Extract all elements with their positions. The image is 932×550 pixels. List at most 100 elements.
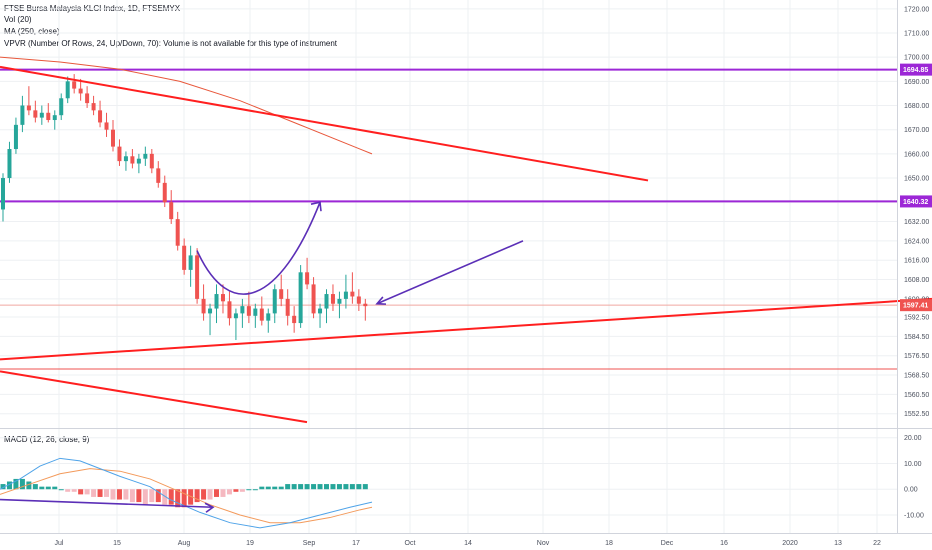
macd-histogram-bar — [201, 489, 207, 500]
candle-body — [220, 294, 225, 302]
macd-pane — [0, 437, 897, 529]
macd-histogram-bar — [233, 489, 239, 492]
time-tick-label: 14 — [464, 540, 472, 547]
time-tick-label: 18 — [605, 540, 613, 547]
macd-histogram-bar — [311, 484, 317, 490]
price-tick-label: 1616.00 — [904, 258, 929, 265]
macd-histogram-bar — [168, 489, 174, 505]
candle-body — [85, 93, 90, 104]
candle-body — [65, 81, 70, 99]
moving-average-path — [0, 56, 373, 155]
candle-body — [33, 110, 38, 118]
price-tick-label: 1568.50 — [904, 373, 929, 380]
price-tick-label: 1650.00 — [904, 176, 929, 183]
macd-histogram-bar — [181, 489, 187, 508]
macd-histogram-bar — [252, 489, 258, 491]
time-tick-label: 2020 — [782, 540, 798, 547]
macd-histogram-bar — [175, 489, 181, 508]
price-tick-label: 1624.00 — [904, 238, 929, 245]
price-tick-label: 1660.00 — [904, 151, 929, 158]
grid-lines — [0, 0, 897, 533]
macd-histogram-bar — [97, 489, 103, 497]
candle-body — [175, 219, 180, 246]
straight-arrow — [376, 240, 524, 305]
candlestick-series — [1, 74, 368, 340]
moving-average-label[interactable]: MA (250, close) — [4, 27, 60, 36]
price-tick-label: 1584.50 — [904, 334, 929, 341]
macd-histogram-bar — [162, 489, 168, 505]
candle-body — [356, 296, 361, 304]
macd-histogram-bar — [52, 486, 58, 490]
macd-histogram-bar — [317, 484, 323, 490]
macd-histogram-bar — [39, 486, 45, 490]
time-tick-label: Oct — [405, 540, 416, 547]
drawn-annotations[interactable] — [196, 201, 524, 305]
candle-body — [149, 153, 154, 169]
time-tick-label: Aug — [178, 540, 191, 547]
straight-arrow-head — [375, 296, 387, 305]
macd-histogram-bar — [207, 489, 213, 500]
candle-body — [169, 202, 174, 220]
macd-histogram-bar — [6, 481, 12, 490]
macd-histogram-bar — [362, 484, 368, 490]
time-tick-label: 16 — [720, 540, 728, 547]
candle-body — [318, 308, 323, 314]
macd-histogram-bar — [336, 484, 342, 490]
macd-histogram-bar — [13, 478, 19, 490]
macd-histogram-bar — [84, 489, 90, 495]
macd-histogram-bar — [214, 489, 220, 497]
candle-body — [330, 294, 335, 304]
price-tick-label: 1560.50 — [904, 392, 929, 399]
time-tick-label: 17 — [352, 540, 360, 547]
candle-body — [130, 156, 135, 164]
horizontal-levels[interactable] — [0, 68, 897, 370]
curved-arrow — [196, 201, 321, 295]
moving-average-line — [0, 56, 373, 155]
macd-tick-label: 10.00 — [904, 461, 922, 468]
trendline — [0, 297, 932, 361]
price-tick-label: 1576.50 — [904, 353, 929, 360]
macd-histogram-bar — [136, 489, 142, 503]
macd-histogram-bar — [226, 489, 232, 495]
macd-histogram-bar — [91, 489, 97, 497]
macd-indicator-label[interactable]: MACD (12, 26, close, 9) — [4, 435, 90, 444]
trendlines[interactable] — [0, 65, 932, 424]
candle-body — [104, 122, 109, 130]
macd-histogram-bar — [65, 489, 71, 492]
macd-histogram-bar — [110, 489, 116, 500]
price-tick-label: 1690.00 — [904, 79, 929, 86]
candle-body — [343, 291, 348, 299]
price-tick-label: 1608.00 — [904, 277, 929, 284]
trendline — [0, 65, 649, 182]
macd-histogram-bar — [324, 484, 329, 490]
macd-histogram-bar — [104, 489, 110, 497]
price-tick-label: 1680.00 — [904, 103, 929, 110]
macd-histogram-bar — [278, 486, 284, 490]
candle-body — [91, 103, 96, 111]
volume-indicator-label[interactable]: Vol (20) — [4, 15, 32, 24]
candle-body — [1, 178, 5, 210]
candle-body — [227, 301, 232, 319]
macd-histogram-bar — [155, 489, 161, 503]
macd-signal-line — [0, 468, 373, 524]
macd-histogram-bar — [116, 489, 122, 500]
macd-histogram-bar — [129, 489, 135, 503]
price-tick-label: 1552.50 — [904, 411, 929, 418]
macd-histogram-bar — [220, 489, 226, 497]
vpvr-indicator-label[interactable]: VPVR (Number Of Rows, 24, Up/Down, 70): … — [4, 39, 338, 48]
candle-body — [259, 308, 264, 321]
macd-tick-label: 0.00 — [904, 487, 918, 494]
price-tick-label: 1670.00 — [904, 127, 929, 134]
candle-body — [72, 81, 77, 89]
time-tick-label: 22 — [873, 540, 881, 547]
macd-histogram-bar — [71, 489, 77, 492]
macd-tick-label: -10.00 — [904, 512, 924, 519]
candle-body — [188, 255, 193, 270]
macd-histogram-bar — [349, 484, 355, 490]
macd-histogram-bar — [291, 484, 297, 490]
candle-body — [272, 289, 277, 314]
macd-histogram-bar — [265, 486, 271, 490]
time-tick-label: Jul — [55, 540, 64, 547]
